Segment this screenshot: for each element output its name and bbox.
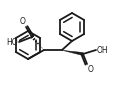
Text: OH: OH [97, 45, 109, 54]
Text: O: O [88, 65, 94, 74]
Text: HO: HO [6, 37, 18, 47]
Text: O: O [19, 17, 25, 26]
Polygon shape [62, 50, 83, 55]
